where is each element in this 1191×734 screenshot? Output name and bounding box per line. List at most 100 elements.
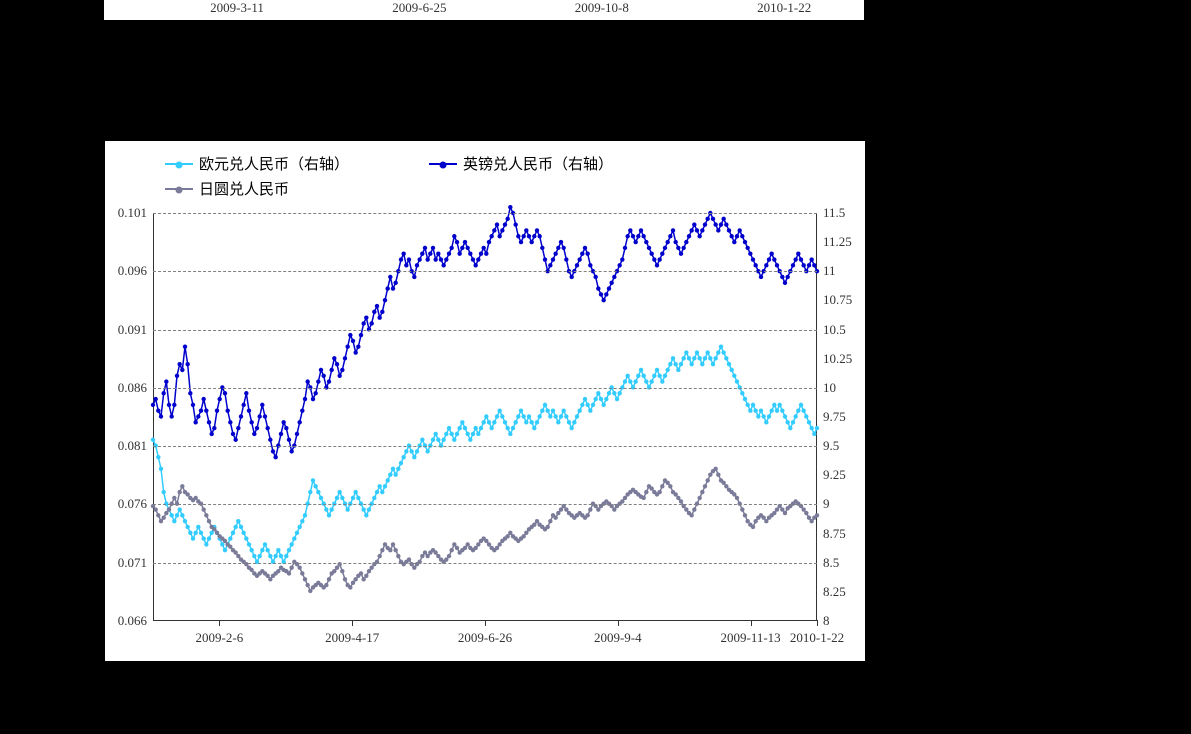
series-marker (684, 350, 688, 354)
series-marker (761, 414, 765, 418)
series-marker (385, 286, 389, 290)
series-marker (401, 252, 405, 256)
series-marker (775, 263, 779, 267)
x-tick-mark (485, 620, 486, 626)
series-marker (721, 481, 725, 485)
series-marker (676, 368, 680, 372)
series-marker (300, 519, 304, 523)
series-marker (671, 356, 675, 360)
series-marker (188, 531, 192, 535)
series-marker (679, 252, 683, 256)
series-marker (764, 519, 768, 523)
x-tick-label: 2009-11-13 (721, 630, 781, 646)
series-marker (447, 554, 451, 558)
series-marker (577, 408, 581, 412)
series-marker (639, 228, 643, 232)
series-marker (636, 234, 640, 238)
series-marker (452, 438, 456, 442)
series-marker (681, 246, 685, 250)
series-marker (540, 246, 544, 250)
series-marker (644, 490, 648, 494)
series-marker (463, 426, 467, 430)
series-marker (335, 496, 339, 500)
series-marker (812, 263, 816, 267)
series-marker (604, 397, 608, 401)
series-marker (172, 496, 176, 500)
series-marker (596, 286, 600, 290)
series-marker (404, 263, 408, 267)
series-marker (697, 496, 701, 500)
series-marker (641, 374, 645, 378)
series-marker (657, 257, 661, 261)
series-marker (612, 275, 616, 279)
series-marker (313, 484, 317, 488)
series-marker (297, 420, 301, 424)
series-marker (532, 234, 536, 238)
series-marker (247, 408, 251, 412)
series-marker (185, 362, 189, 366)
series-marker (348, 333, 352, 337)
series-marker (151, 403, 155, 407)
series-marker (716, 350, 720, 354)
series-marker (407, 557, 411, 561)
series-marker (191, 536, 195, 540)
series-marker (441, 438, 445, 442)
series-marker (625, 374, 629, 378)
series-marker (361, 507, 365, 511)
series-marker (508, 432, 512, 436)
series-marker (353, 577, 357, 581)
series-marker (372, 310, 376, 314)
series-marker (689, 228, 693, 232)
series-marker (455, 432, 459, 436)
series-marker (260, 548, 264, 552)
series-marker (529, 240, 533, 244)
series-marker (201, 397, 205, 401)
series-marker (708, 356, 712, 360)
series-marker (676, 496, 680, 500)
series-marker (180, 484, 184, 488)
series-marker (231, 432, 235, 436)
series-marker (316, 379, 320, 383)
series-marker (449, 432, 453, 436)
series-marker (503, 222, 507, 226)
series-marker (292, 536, 296, 540)
y-right-tick-label: 10 (817, 380, 836, 396)
series-marker (385, 478, 389, 482)
series-marker (553, 252, 557, 256)
y-right-tick-label: 10.25 (817, 351, 852, 367)
series-marker (273, 455, 277, 459)
series-marker (183, 519, 187, 523)
series-marker (583, 246, 587, 250)
series-marker (495, 222, 499, 226)
series-marker (519, 408, 523, 412)
series-marker (276, 569, 280, 573)
series-marker (743, 240, 747, 244)
series-marker (524, 531, 528, 535)
series-marker (628, 379, 632, 383)
series-marker (783, 511, 787, 515)
series-marker (161, 490, 165, 494)
series-marker (321, 374, 325, 378)
y-left-tick-label: 0.071 (118, 555, 153, 571)
series-marker (479, 426, 483, 430)
series-marker (791, 420, 795, 424)
series-marker (164, 379, 168, 383)
series-marker (468, 252, 472, 256)
series-marker (705, 478, 709, 482)
series-marker (724, 222, 728, 226)
series-marker (388, 275, 392, 279)
series-marker (740, 391, 744, 395)
series-marker (521, 414, 525, 418)
series-marker (372, 496, 376, 500)
series-marker (193, 420, 197, 424)
series-marker (535, 420, 539, 424)
series-marker (433, 550, 437, 554)
series-marker (153, 507, 157, 511)
series-marker (287, 548, 291, 552)
series-marker (668, 362, 672, 366)
series-marker (380, 548, 384, 552)
series-marker (593, 275, 597, 279)
series-marker (636, 374, 640, 378)
series-marker (740, 507, 744, 511)
series-marker (537, 414, 541, 418)
